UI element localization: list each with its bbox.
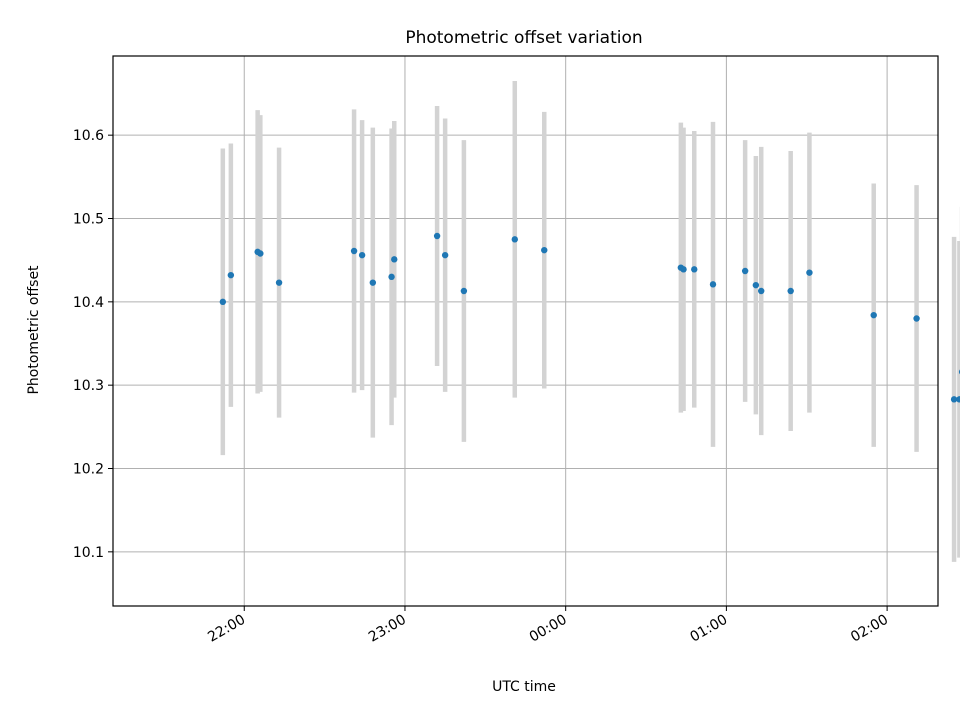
- data-point: [787, 287, 794, 295]
- data-point: [257, 250, 264, 257]
- data-point: [391, 256, 398, 263]
- y-tick-label: 10.1: [73, 545, 104, 561]
- data-point: [369, 279, 377, 286]
- plot-frame: [112, 55, 939, 607]
- data-point: [913, 315, 920, 322]
- y-tick-label: 10.2: [73, 462, 104, 478]
- data-point: [350, 247, 358, 255]
- data-point: [709, 281, 717, 288]
- data-points: [219, 232, 960, 403]
- data-point: [741, 267, 749, 275]
- data-point: [511, 236, 518, 243]
- y-tick-label: 10.3: [73, 378, 104, 394]
- data-point: [358, 251, 366, 259]
- y-axis-label: Photometric offset: [26, 265, 42, 395]
- data-point: [752, 281, 760, 289]
- y-tick-label: 10.6: [73, 128, 104, 144]
- data-point: [956, 396, 960, 403]
- data-point: [680, 266, 687, 273]
- x-axis-label: UTC time: [492, 679, 556, 695]
- data-point: [541, 246, 548, 254]
- data-point: [219, 298, 227, 306]
- chart-title: Photometric offset variation: [405, 28, 642, 48]
- grid: [113, 56, 938, 606]
- data-point: [441, 251, 449, 259]
- y-axis-ticks: 10.1 10.2 10.3 10.4 10.5 10.6: [73, 128, 113, 561]
- data-point: [950, 396, 958, 403]
- data-point: [227, 271, 235, 279]
- data-point: [806, 269, 813, 276]
- data-point: [870, 311, 877, 319]
- data-point: [388, 273, 395, 281]
- y-tick-label: 10.5: [73, 212, 104, 228]
- y-tick-label: 10.4: [73, 295, 104, 311]
- data-point: [758, 287, 765, 295]
- data-point: [275, 279, 283, 286]
- data-point: [460, 287, 468, 295]
- data-point: [691, 266, 698, 273]
- data-point: [433, 232, 441, 240]
